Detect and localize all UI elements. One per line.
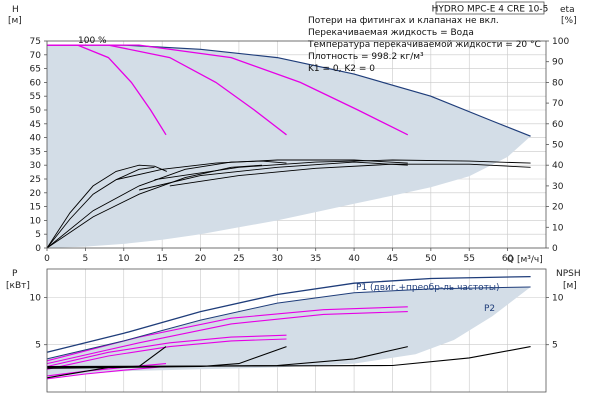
note-line-2: Перекачиваемая жидкость = Вода [308, 28, 474, 38]
head-y-tick-label: 70 [30, 51, 42, 61]
note-line-5: K1 = 0, K2 = 0 [308, 64, 375, 74]
efficiency-curve [46, 164, 167, 249]
head-axis-symbol: H [12, 5, 19, 15]
head-y-tick-label: 45 [30, 120, 41, 130]
power-axis-unit: [кВт] [6, 281, 30, 291]
eta-y-tick-label: 60 [552, 120, 564, 130]
eta-y-tick-label: 90 [552, 58, 564, 68]
flow-axis-label: Q [м³/ч] [507, 255, 543, 265]
power-y-tick-label: 5 [35, 341, 41, 351]
efficiency-curve [46, 164, 263, 249]
flow-x-tick-label: 15 [156, 254, 167, 264]
head-y-tick-label: 25 [30, 175, 41, 185]
head-axis-unit: [м] [8, 16, 22, 26]
flow-x-tick-label: 10 [118, 254, 130, 264]
flow-x-tick-label: 35 [310, 254, 321, 264]
flow-x-tick-label: 40 [348, 254, 360, 264]
efficiency-curve [46, 166, 155, 249]
eta-axis-unit: [%] [561, 16, 577, 26]
npsh-y-tick-label: 5 [552, 341, 558, 351]
pump-power-curve [46, 311, 408, 365]
speed-label: 100 % [78, 36, 107, 46]
head-y-tick-label: 20 [30, 189, 42, 199]
flow-x-tick-label: 5 [83, 254, 89, 264]
head-y-tick-label: 5 [35, 230, 41, 240]
pump-power-curve [46, 338, 287, 370]
head-y-tick-label: 75 [30, 37, 41, 47]
flow-x-tick-label: 0 [44, 254, 50, 264]
pump-power-curve [46, 363, 167, 377]
flow-x-tick-label: 30 [272, 254, 284, 264]
eta-y-tick-label: 80 [552, 78, 564, 88]
npsh-axis-unit: [м] [563, 281, 577, 291]
power-y-tick-label: 10 [30, 293, 42, 303]
head-y-tick-label: 30 [30, 161, 42, 171]
p1-power-line [46, 275, 531, 353]
curves-layer [46, 44, 531, 380]
head-envelope-area [47, 45, 531, 248]
pump-power-curve [46, 334, 287, 368]
p2-power-line [46, 286, 531, 360]
npsh-curve [46, 346, 287, 369]
pump-head-curve [47, 44, 409, 136]
efficiency-curve [138, 161, 408, 191]
p2-series-label: P2 [484, 304, 495, 314]
head-y-tick-label: 60 [30, 78, 42, 88]
head-y-tick-label: 40 [30, 134, 42, 144]
efficiency-curve [154, 159, 531, 181]
efficiency-curve [169, 163, 531, 187]
head-y-tick-label: 10 [30, 216, 42, 226]
eta-y-tick-label: 40 [552, 161, 564, 171]
envelope-layer [47, 44, 531, 377]
power-axis-symbol: P [12, 269, 18, 279]
head-y-tick-label: 0 [35, 244, 41, 254]
flow-x-tick-label: 45 [387, 254, 398, 264]
eta-y-tick-label: 20 [552, 203, 564, 213]
eta-y-tick-label: 10 [552, 223, 564, 233]
head-y-tick-label: 50 [30, 106, 42, 116]
npsh-y-tick-label: 10 [552, 293, 564, 303]
chart-title: HYDRO MPC-E 4 CRE 10-5 [432, 5, 549, 15]
eta-y-tick-label: 0 [552, 244, 558, 254]
eta-y-tick-label: 100 [552, 37, 569, 47]
note-line-4: Плотность = 998.2 кг/м³ [308, 52, 424, 62]
eta-y-tick-label: 50 [552, 141, 564, 151]
head-y-tick-label: 65 [30, 65, 41, 75]
flow-x-tick-label: 60 [502, 254, 514, 264]
p1-series-label: P1 (двиг.+преобр-ль частоты) [356, 283, 500, 293]
head-y-tick-label: 55 [30, 92, 41, 102]
flow-x-tick-label: 20 [195, 254, 207, 264]
flow-x-tick-label: 25 [233, 254, 244, 264]
axes-layer: 0510152025303540455055606570750102030405… [30, 37, 569, 393]
eta-axis-symbol: eta [560, 5, 575, 15]
npsh-axis-symbol: NPSH [556, 269, 581, 279]
text-layer: HYDRO MPC-E 4 CRE 10-5 Потери на фитинга… [6, 1, 581, 314]
pump-power-curve [46, 365, 167, 380]
eta-y-tick-label: 70 [552, 99, 564, 109]
flow-x-tick-label: 50 [425, 254, 437, 264]
flow-x-tick-label: 55 [464, 254, 475, 264]
power-envelope-area [47, 287, 531, 377]
npsh-curve [46, 346, 531, 368]
eta-y-tick-label: 30 [552, 182, 564, 192]
note-line-3: Температура перекачиваемой жидкости = 20… [307, 40, 541, 50]
note-line-1: Потери на фитингах и клапанах не вкл. [308, 16, 499, 26]
head-y-tick-label: 35 [30, 147, 41, 157]
power-plot-frame [46, 268, 547, 393]
head-envelope-edge [47, 44, 531, 137]
head-y-tick-label: 15 [30, 203, 41, 213]
